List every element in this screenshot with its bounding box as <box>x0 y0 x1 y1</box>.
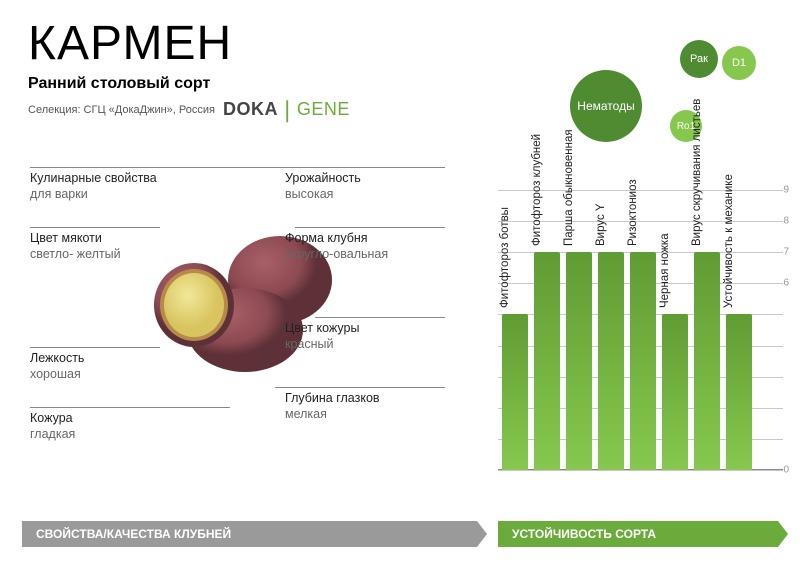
chart-bar-label: Парша обыкновенная <box>563 130 575 247</box>
property-label: Глубина глазков <box>285 390 445 406</box>
property-leader-line <box>235 167 445 168</box>
variety-title: КАРМЕН <box>28 16 350 71</box>
variety-subtitle: Ранний столовый сорт <box>28 75 350 93</box>
chart-bar-column: Черная ножка <box>662 190 688 470</box>
property-item: Глубина глазковмелкая <box>285 390 445 423</box>
chart-y-label: 9 <box>783 185 789 196</box>
chart-bar: Фитофтороз ботвы <box>502 314 528 470</box>
logo-gene: GENE <box>297 99 350 120</box>
selection-text: Селекция: СГЦ «ДокаДжин», Россия <box>28 104 215 116</box>
property-value: гладкая <box>30 426 180 442</box>
property-leader-line <box>315 317 445 318</box>
chart-bar: Устойчивость к механике <box>726 314 752 470</box>
property-value: высокая <box>285 186 445 202</box>
chart-gridline <box>498 470 783 471</box>
chart-bar-column: Устойчивость к механике <box>726 190 752 470</box>
property-value: для варки <box>30 186 180 202</box>
property-leader-line <box>30 347 160 348</box>
banner-properties: СВОЙСТВА/КАЧЕСТВА КЛУБНЕЙ <box>22 521 477 547</box>
property-value: светло- желтый <box>30 246 180 262</box>
resistance-circle: Рак <box>680 40 718 78</box>
property-value: красный <box>285 336 445 352</box>
resistance-chart: Фитофтороз ботвыФитофтороз клубнейПарша … <box>498 160 783 500</box>
property-leader-line <box>30 167 250 168</box>
property-leader-line <box>30 407 230 408</box>
property-label: Лежкость <box>30 350 180 366</box>
property-item: Урожайностьвысокая <box>285 170 445 203</box>
property-item: Цвет кожурыкрасный <box>285 320 445 353</box>
selection-row: Селекция: СГЦ «ДокаДжин», Россия DOKA ❘ … <box>28 99 350 120</box>
chart-bar-column: Вирус скручивания листьев <box>694 190 720 470</box>
property-item: Кожурагладкая <box>30 410 180 443</box>
property-label: Цвет мякоти <box>30 230 180 246</box>
chart-bar-column: Ризоктониоз <box>630 190 656 470</box>
property-label: Форма клубня <box>285 230 445 246</box>
chart-bar-column: Вирус Y <box>598 190 624 470</box>
brand-logo: DOKA ❘ GENE <box>223 99 350 120</box>
chart-bar-column: Парша обыкновенная <box>566 190 592 470</box>
chart-bar-label: Вирус Y <box>595 204 607 247</box>
banner-resistance-label: УСТОЙЧИВОСТЬ СОРТА <box>512 527 656 541</box>
property-item: Форма клубняокругло-овальная <box>285 230 445 263</box>
chart-y-label: 8 <box>783 216 789 227</box>
chart-bar: Фитофтороз клубней <box>534 252 560 470</box>
resistance-circle: Нематоды <box>570 70 642 142</box>
chart-y-label: 6 <box>783 278 789 289</box>
property-label: Цвет кожуры <box>285 320 445 336</box>
property-label: Кулинарные свойства <box>30 170 180 186</box>
logo-doka: DOKA <box>223 99 278 120</box>
chart-bar: Черная ножка <box>662 314 688 470</box>
chart-bar: Вирус Y <box>598 252 624 470</box>
chart-bar: Ризоктониоз <box>630 252 656 470</box>
chart-bar-column: Фитофтороз клубней <box>534 190 560 470</box>
property-item: Лежкостьхорошая <box>30 350 180 383</box>
property-leader-line <box>275 387 445 388</box>
resistance-circle: D1 <box>722 46 756 80</box>
chart-bar-label: Черная ножка <box>659 234 671 309</box>
property-label: Урожайность <box>285 170 445 186</box>
property-leader-line <box>30 227 160 228</box>
chart-bar-column: Фитофтороз ботвы <box>502 190 528 470</box>
property-value: мелкая <box>285 406 445 422</box>
property-item: Кулинарные свойствадля варки <box>30 170 180 203</box>
banner-properties-label: СВОЙСТВА/КАЧЕСТВА КЛУБНЕЙ <box>36 527 231 541</box>
header: КАРМЕН Ранний столовый сорт Селекция: СГ… <box>28 16 350 120</box>
properties-panel: Кулинарные свойствадля варки Цвет мякотис… <box>0 140 475 510</box>
leaf-icon: ❘ <box>278 103 297 117</box>
chart-y-label: 0 <box>783 465 789 476</box>
chart-bar: Вирус скручивания листьев <box>694 252 720 470</box>
property-value: хорошая <box>30 366 180 382</box>
property-value: округло-овальная <box>285 246 445 262</box>
property-label: Кожура <box>30 410 180 426</box>
banner-resistance: УСТОЙЧИВОСТЬ СОРТА <box>498 521 778 547</box>
chart-bar-label: Фитофтороз ботвы <box>499 208 511 309</box>
chart-bar: Парша обыкновенная <box>566 252 592 470</box>
chart-y-label: 7 <box>783 247 789 258</box>
property-leader-line <box>295 227 445 228</box>
chart-bar-label: Ризоктониоз <box>627 180 639 247</box>
chart-bar-label: Фитофтороз клубней <box>531 134 543 246</box>
resistance-circles: НематодыРакD1Ro1 <box>510 40 780 150</box>
property-item: Цвет мякотисветло- желтый <box>30 230 180 263</box>
chart-bar-label: Вирус скручивания листьев <box>691 99 703 246</box>
chart-bar-label: Устойчивость к механике <box>723 175 735 309</box>
